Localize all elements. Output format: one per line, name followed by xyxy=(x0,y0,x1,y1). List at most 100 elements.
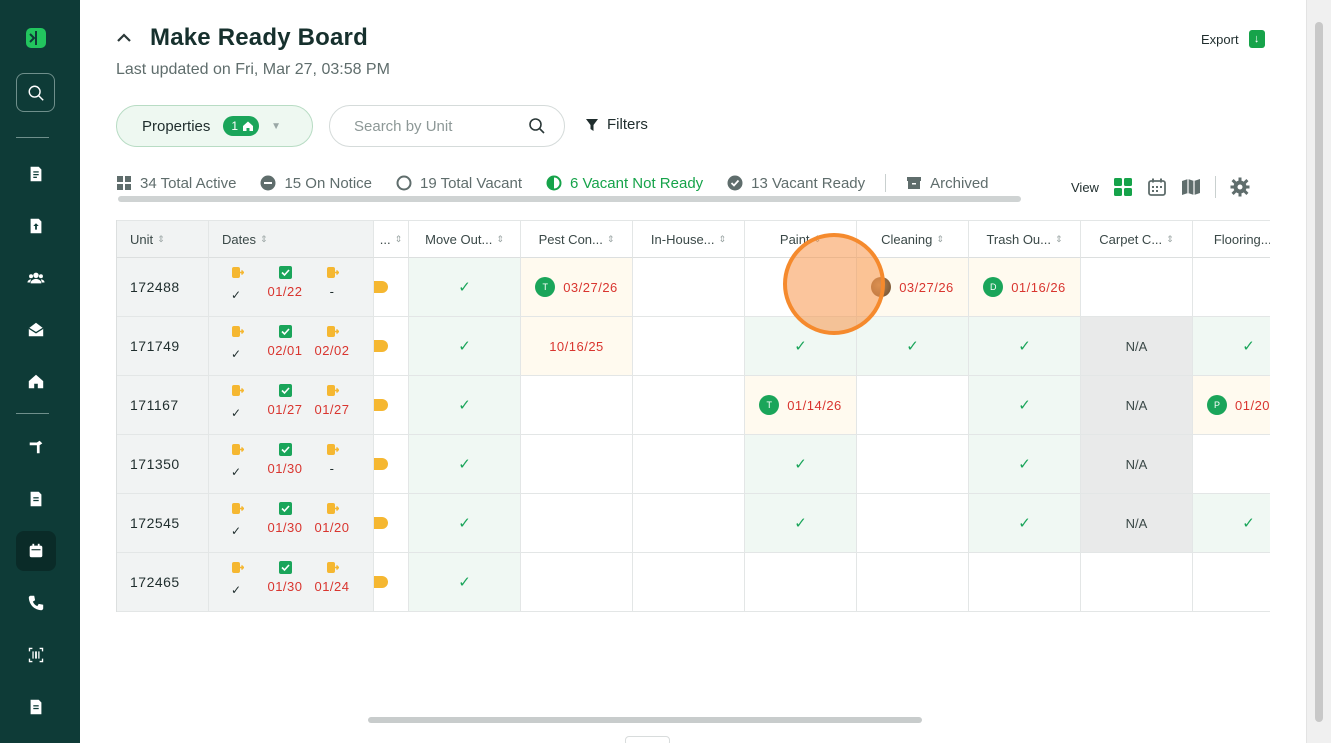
cell-inhouse[interactable] xyxy=(633,376,745,435)
cell-pest[interactable] xyxy=(521,494,633,553)
document-icon[interactable] xyxy=(16,154,56,194)
column-header-trash[interactable]: Trash Ou... ⇕ xyxy=(969,220,1081,258)
cell-trash[interactable]: ✓ xyxy=(969,317,1081,376)
cell-status[interactable] xyxy=(374,376,409,435)
cell-move-out[interactable]: ✓ xyxy=(409,317,521,376)
cell-move-out[interactable]: ✓ xyxy=(409,258,521,317)
cell-inhouse[interactable] xyxy=(633,553,745,612)
cell-trash[interactable]: D 01/16/26 xyxy=(969,258,1081,317)
sort-icon[interactable]: ⇕ xyxy=(259,233,268,244)
cell-inhouse[interactable] xyxy=(633,494,745,553)
pagination-control[interactable] xyxy=(625,736,670,743)
cell-flooring[interactable]: ✓ xyxy=(1193,317,1270,376)
cell-move-out[interactable]: ✓ xyxy=(409,376,521,435)
cell-flooring[interactable]: ✓ xyxy=(1193,494,1270,553)
sort-icon[interactable]: ⇕ xyxy=(157,233,165,244)
cell-paint[interactable]: ✓ xyxy=(745,494,857,553)
cell-flooring[interactable] xyxy=(1193,258,1270,317)
cell-move-out[interactable]: ✓ xyxy=(409,553,521,612)
cell-pest[interactable]: T 03/27/26 xyxy=(521,258,633,317)
column-header-move-out[interactable]: Move Out... ⇕ xyxy=(409,220,521,258)
map-view-icon[interactable] xyxy=(1181,177,1201,197)
search-icon[interactable] xyxy=(528,117,546,135)
scrollbar-thumb[interactable] xyxy=(1315,22,1323,722)
cell-cleaning[interactable] xyxy=(857,376,969,435)
sort-icon[interactable]: ⇕ xyxy=(718,233,727,244)
grid-view-icon[interactable] xyxy=(1113,177,1133,197)
cell-inhouse[interactable] xyxy=(633,258,745,317)
cell-status[interactable] xyxy=(374,494,409,553)
people-icon[interactable] xyxy=(16,258,56,298)
cell-pest[interactable] xyxy=(521,376,633,435)
cell-cleaning[interactable] xyxy=(857,435,969,494)
tabs-scrollbar[interactable] xyxy=(118,196,1021,202)
cell-trash[interactable] xyxy=(969,553,1081,612)
cell-carpet[interactable] xyxy=(1081,553,1193,612)
cell-paint[interactable]: ✓ xyxy=(745,435,857,494)
sort-icon[interactable]: ⇕ xyxy=(936,233,944,244)
cell-flooring[interactable] xyxy=(1193,553,1270,612)
calendar-view-icon[interactable] xyxy=(1147,177,1167,197)
mail-open-icon[interactable] xyxy=(16,310,56,350)
cell-move-out[interactable]: ✓ xyxy=(409,494,521,553)
cell-carpet[interactable]: N/A xyxy=(1081,317,1193,376)
cell-inhouse[interactable] xyxy=(633,317,745,376)
column-header-cleaning[interactable]: Cleaning ⇕ xyxy=(857,220,969,258)
tab-archived[interactable]: Archived xyxy=(906,175,989,192)
tab-vacant-not-ready[interactable]: 6 Vacant Not Ready xyxy=(546,175,703,192)
unit-number[interactable]: 172465 xyxy=(130,574,180,590)
cell-pest[interactable] xyxy=(521,435,633,494)
column-header-carpet[interactable]: Carpet C... ⇕ xyxy=(1081,220,1193,258)
cell-carpet[interactable]: N/A xyxy=(1081,494,1193,553)
tab-total-vacant[interactable]: 19 Total Vacant xyxy=(396,175,522,192)
cell-cleaning[interactable] xyxy=(857,494,969,553)
cell-paint[interactable]: ✓ xyxy=(745,317,857,376)
cell-paint[interactable]: T 01/14/26 xyxy=(745,376,857,435)
sort-icon[interactable]: ⇕ xyxy=(1166,233,1174,244)
upload-file-icon[interactable] xyxy=(16,206,56,246)
cell-trash[interactable]: ✓ xyxy=(969,435,1081,494)
cell-pest[interactable]: 10/16/25 xyxy=(521,317,633,376)
document-icon[interactable] xyxy=(16,687,56,727)
unit-number[interactable]: 172545 xyxy=(130,515,180,531)
cell-pest[interactable] xyxy=(521,553,633,612)
barcode-scan-icon[interactable] xyxy=(16,635,56,675)
hammer-icon[interactable] xyxy=(16,427,56,467)
column-header-dates[interactable]: Dates ⇕ xyxy=(209,220,374,258)
cell-move-out[interactable]: ✓ xyxy=(409,435,521,494)
filters-button[interactable]: Filters xyxy=(585,116,648,133)
logo-icon[interactable] xyxy=(16,18,56,58)
search-icon[interactable] xyxy=(16,73,55,112)
cell-carpet[interactable]: N/A xyxy=(1081,435,1193,494)
cell-status[interactable] xyxy=(374,435,409,494)
column-header-status[interactable]: ... ⇕ xyxy=(374,220,409,258)
tab-total-active[interactable]: 34 Total Active xyxy=(116,175,236,192)
column-header-pest[interactable]: Pest Con... ⇕ xyxy=(521,220,633,258)
chevron-up-icon[interactable] xyxy=(116,30,132,46)
cell-inhouse[interactable] xyxy=(633,435,745,494)
horizontal-scrollbar[interactable] xyxy=(368,717,922,723)
cell-status[interactable] xyxy=(374,553,409,612)
unit-number[interactable]: 171749 xyxy=(130,338,180,354)
cell-paint[interactable] xyxy=(745,553,857,612)
tab-on-notice[interactable]: 15 On Notice xyxy=(260,175,372,192)
cell-status[interactable] xyxy=(374,317,409,376)
cell-carpet[interactable] xyxy=(1081,258,1193,317)
column-header-flooring[interactable]: Flooring...⇕ xyxy=(1193,220,1270,258)
document-icon[interactable] xyxy=(16,479,56,519)
column-header-inhouse[interactable]: In-House... ⇕ xyxy=(633,220,745,258)
vertical-scrollbar[interactable] xyxy=(1306,0,1331,743)
sort-icon[interactable]: ⇕ xyxy=(394,233,403,244)
calendar-icon[interactable] xyxy=(16,531,56,571)
sort-icon[interactable]: ⇕ xyxy=(1055,233,1063,244)
unit-number[interactable]: 171167 xyxy=(130,397,179,413)
unit-number[interactable]: 172488 xyxy=(130,279,180,295)
cell-cleaning[interactable] xyxy=(857,553,969,612)
properties-dropdown[interactable]: Properties 1 ▼ xyxy=(116,105,313,147)
cell-flooring[interactable]: P 01/20 xyxy=(1193,376,1270,435)
search-input[interactable] xyxy=(354,117,524,135)
tab-vacant-ready[interactable]: 13 Vacant Ready xyxy=(727,175,865,192)
cell-trash[interactable]: ✓ xyxy=(969,376,1081,435)
cell-cleaning[interactable]: ✓ xyxy=(857,317,969,376)
sort-icon[interactable]: ⇕ xyxy=(606,233,615,244)
